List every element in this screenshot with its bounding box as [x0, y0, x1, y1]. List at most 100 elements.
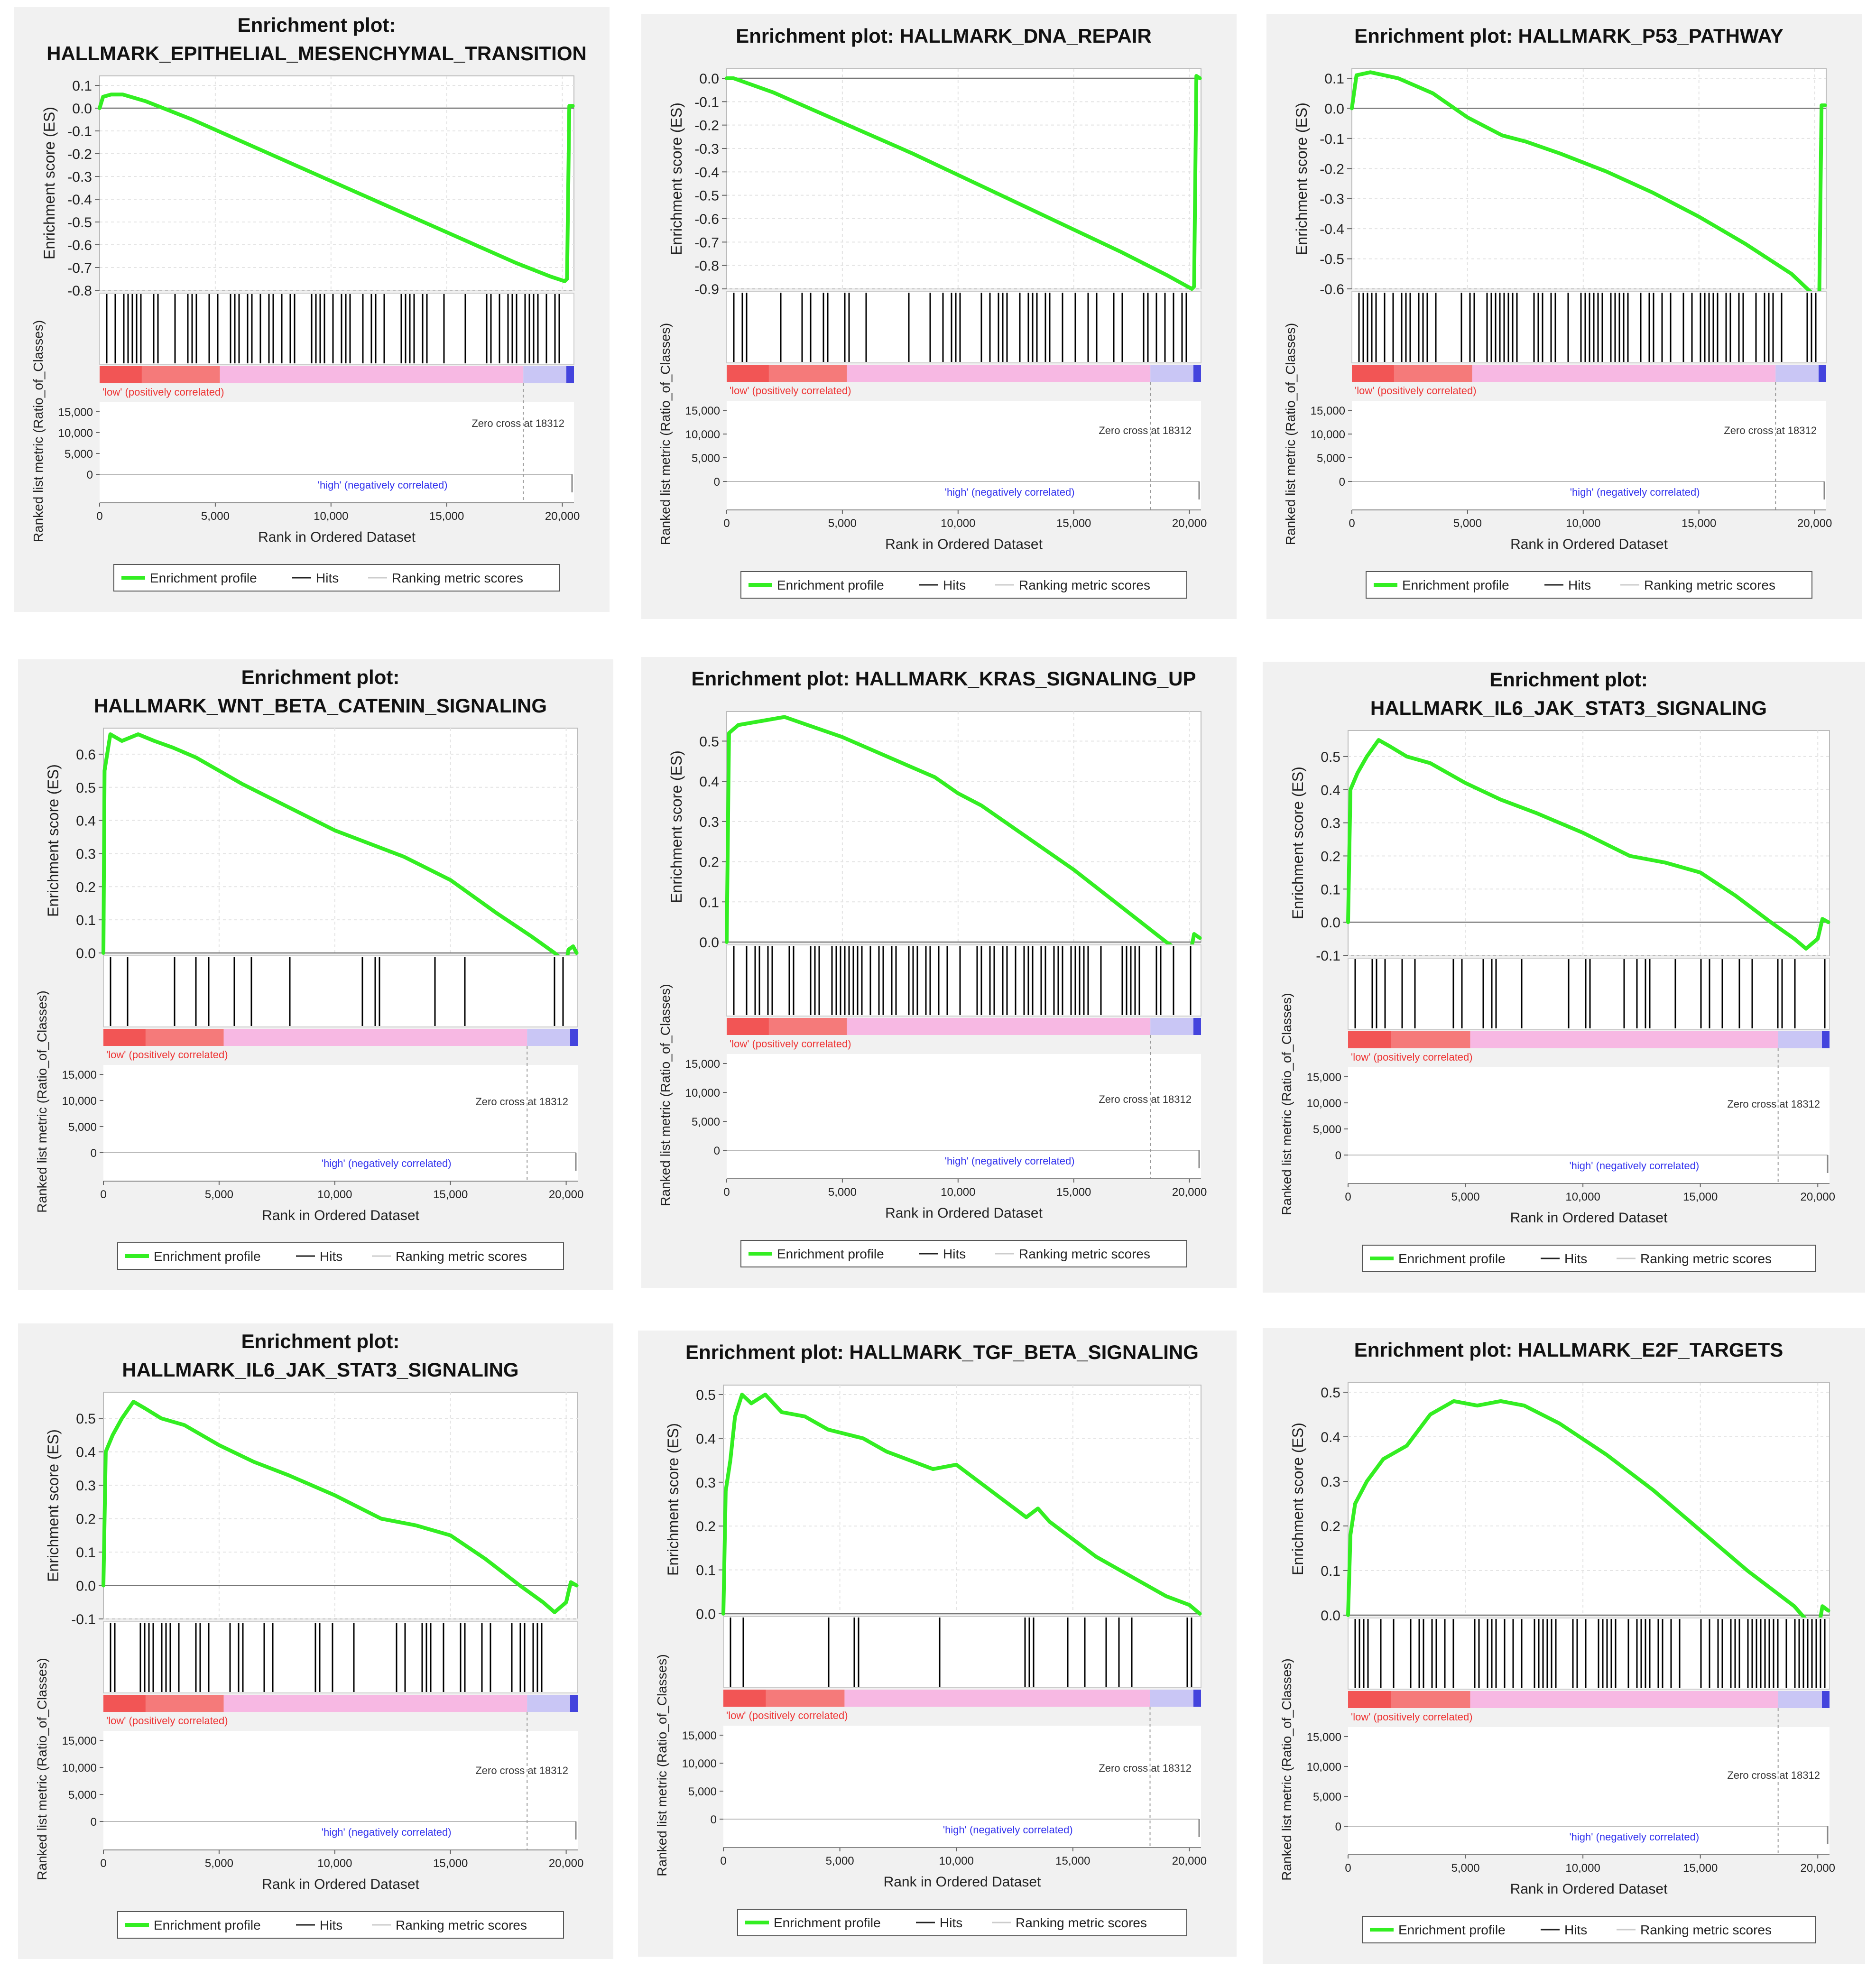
x-tick-label: 0 — [723, 1186, 730, 1199]
zero-cross-label: Zero cross at 18312 — [471, 417, 564, 429]
es-tick-label: 0.4 — [1321, 1430, 1340, 1445]
es-tick-label: 0.0 — [76, 946, 96, 961]
es-tick-label: -0.7 — [694, 235, 719, 250]
chart-svg: Enrichment plot: HALLMARK_TGF_BETA_SIGNA… — [638, 1331, 1237, 1957]
metric-tick-label: 0 — [1335, 1821, 1341, 1833]
metric-tick-label: 10,000 — [685, 1087, 720, 1100]
x-tick-label: 15,000 — [429, 510, 464, 523]
metric-tick-label: 15,000 — [1307, 1071, 1341, 1084]
x-tick-label: 0 — [720, 1855, 726, 1867]
legend-box — [737, 1909, 1187, 1936]
hits-area — [726, 944, 1201, 1017]
legend-hits-label: Hits — [320, 1249, 342, 1264]
legend-hits-label: Hits — [943, 578, 966, 592]
legend-box — [1366, 571, 1812, 599]
es-tick-label: -0.3 — [1320, 192, 1344, 207]
ranking-bar-pink — [223, 1695, 527, 1712]
es-tick-label: 0.5 — [76, 780, 96, 796]
es-tick-label: 0.5 — [1321, 749, 1340, 765]
x-tick-label: 0 — [96, 510, 102, 523]
es-tick-label: -0.9 — [694, 282, 719, 297]
es-tick-label: 0.1 — [1321, 1563, 1340, 1579]
ranking-bar-red-dark — [1352, 365, 1394, 382]
legend-profile-label: Enrichment profile — [154, 1249, 261, 1264]
metric-tick-label: 0 — [711, 1813, 717, 1826]
es-tick-label: 0.0 — [72, 101, 92, 117]
x-tick-label: 10,000 — [941, 1186, 975, 1199]
es-axis-label: Enrichment score (ES) — [45, 1429, 62, 1582]
es-tick-label: 0.2 — [1321, 1519, 1340, 1535]
legend-box — [1362, 1245, 1816, 1272]
high-label: 'high' (negatively correlated) — [318, 479, 448, 491]
x-tick-label: 10,000 — [317, 1857, 352, 1870]
metric-tick-label: 15,000 — [682, 1729, 717, 1742]
gsea-panel-3: Enrichment plot: HALLMARK_P53_PATHWAY 0.1… — [1266, 14, 1862, 619]
metric-tick-label: 5,000 — [1317, 452, 1345, 465]
hits-group — [733, 293, 1187, 362]
ranking-bar-blue — [570, 1029, 578, 1046]
es-tick-label: 0.5 — [699, 734, 719, 749]
legend-profile-label: Enrichment profile — [1402, 578, 1509, 592]
x-tick-label: 0 — [100, 1188, 106, 1201]
es-plot-area — [726, 711, 1201, 943]
es-tick-label: -0.4 — [67, 192, 92, 208]
legend-ranking-label: Ranking metric scores — [392, 571, 523, 585]
low-label: 'low' (positively correlated) — [1355, 385, 1477, 397]
es-tick-label: 0.2 — [696, 1519, 716, 1535]
legend-profile-label: Enrichment profile — [1398, 1251, 1506, 1266]
ranking-bar-blue — [1193, 1690, 1201, 1707]
metric-tick-label: 10,000 — [1311, 428, 1345, 441]
metric-tick-label: 5,000 — [68, 1121, 97, 1134]
ranking-bar-pink — [1472, 365, 1776, 382]
x-tick-label: 10,000 — [939, 1855, 974, 1867]
chart-svg: Enrichment plot: HALLMARK_DNA_REPAIR 0.0 -… — [641, 14, 1237, 619]
x-tick-label: 15,000 — [1683, 1862, 1718, 1875]
es-plot-area — [1351, 68, 1827, 289]
es-tick-label: -0.1 — [71, 1612, 96, 1627]
ranking-bar-pink — [844, 1690, 1150, 1707]
zero-cross-label: Zero cross at 18312 — [1727, 1098, 1820, 1110]
es-tick-label: 0.3 — [1321, 1474, 1340, 1490]
metric-tick-label: 5,000 — [692, 1116, 720, 1128]
enrichment-profile-line — [725, 74, 1202, 291]
x-axis-label: Rank in Ordered Dataset — [258, 529, 416, 545]
metric-tick-label: 0 — [91, 1147, 97, 1160]
x-tick-label: 5,000 — [828, 1186, 857, 1199]
x-tick-label: 0 — [1349, 517, 1355, 530]
metric-tick-label: 0 — [714, 476, 720, 489]
metric-axis-label: Ranked list metric (Ratio_of_Classes) — [31, 320, 46, 542]
metric-tick-label: 5,000 — [1313, 1791, 1341, 1803]
metric-tick-label: 0 — [91, 1816, 97, 1829]
ranking-bar-blue — [1822, 1691, 1830, 1708]
hits-area — [1348, 958, 1830, 1030]
metric-tick-label: 5,000 — [65, 448, 93, 461]
chart-svg: Enrichment plot: HALLMARK_E2F_TARGETS 0.5… — [1263, 1328, 1865, 1964]
x-tick-label: 15,000 — [1056, 517, 1091, 530]
x-axis-label: Rank in Ordered Dataset — [1510, 1881, 1668, 1897]
metric-axis-label: Ranked list metric (Ratio_of_Classes) — [35, 1658, 49, 1880]
metric-tick-label: 10,000 — [1307, 1761, 1341, 1774]
x-tick-label: 0 — [1345, 1191, 1351, 1203]
chart-title-line-2: HALLMARK_IL6_JAK_STAT3_SIGNALING — [1370, 697, 1767, 719]
es-tick-label: 0.5 — [76, 1411, 96, 1427]
ranking-bar-blue — [1822, 1031, 1830, 1048]
chart-svg: Enrichment plot: HALLMARK_IL6_JAK_STAT3_S… — [18, 1323, 613, 1959]
es-tick-label: 0.0 — [1324, 101, 1344, 117]
high-label: 'high' (negatively correlated) — [1569, 1831, 1699, 1843]
legend-hits-label: Hits — [1568, 578, 1591, 592]
metric-axis-label: Ranked list metric (Ratio_of_Classes) — [655, 1654, 669, 1876]
ranking-bar-blue — [1819, 365, 1826, 382]
es-tick-label: 0.1 — [1321, 882, 1340, 897]
es-axis-label: Enrichment score (ES) — [41, 107, 58, 259]
ranking-bar-pink — [847, 365, 1151, 382]
hits-area — [723, 1616, 1201, 1688]
legend-box — [1362, 1916, 1816, 1943]
high-label: 'high' (negatively correlated) — [945, 486, 1075, 498]
es-axis-label: Enrichment score (ES) — [45, 764, 62, 917]
es-tick-label: 0.4 — [76, 813, 96, 829]
legend-ranking-label: Ranking metric scores — [1640, 1251, 1772, 1266]
zero-cross-label: Zero cross at 18312 — [1099, 1093, 1192, 1105]
legend-box — [740, 1240, 1187, 1267]
es-tick-label: -0.5 — [67, 215, 92, 231]
x-tick-label: 5,000 — [1453, 517, 1482, 530]
